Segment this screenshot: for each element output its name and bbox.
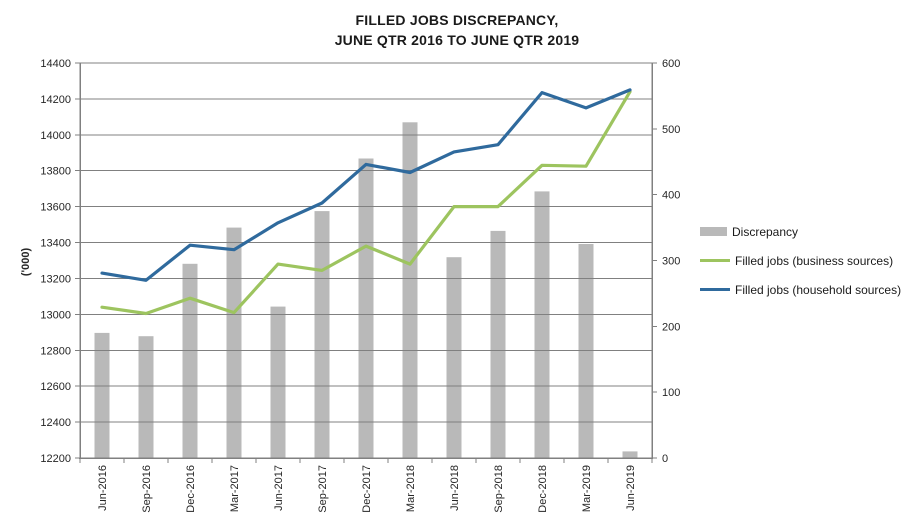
left-tick-label: 12200 — [40, 453, 71, 465]
category-label: Mar-2017 — [229, 465, 241, 512]
bar-Jun-2016 — [94, 332, 110, 458]
legend-item-business-sources: Filled jobs (business sources) — [700, 246, 901, 275]
right-tick-label: 200 — [662, 321, 680, 333]
category-label: Mar-2019 — [581, 465, 593, 512]
right-tick-label: 100 — [662, 387, 680, 399]
category-label: Sep-2018 — [493, 465, 505, 513]
left-tick-label: 13400 — [40, 238, 71, 250]
chart-title-line1: FILLED JOBS DISCREPANCY, — [355, 12, 559, 28]
category-labels: Jun-2016 Sep-2016 Dec-2016 Mar-2017 Jun-2017… — [97, 465, 637, 513]
bar-Sep-2016 — [138, 336, 154, 458]
legend-label-discrepancy: Discrepancy — [732, 224, 799, 239]
right-tick-label: 300 — [662, 256, 680, 268]
bar-Mar-2019 — [578, 244, 594, 458]
left-tick-label: 13800 — [40, 166, 71, 178]
left-tick-label: 12800 — [40, 345, 71, 357]
legend-label-household-sources: Filled jobs (household sources) — [735, 282, 902, 297]
legend: Discrepancy Filled jobs (business source… — [700, 217, 901, 304]
bar-Dec-2018 — [534, 191, 550, 458]
bar-Dec-2017 — [358, 158, 374, 458]
category-label: Jun-2016 — [97, 465, 109, 511]
legend-label-business-sources: Filled jobs (business sources) — [735, 253, 894, 268]
legend-line-swatch-business — [700, 259, 730, 262]
right-tick-label: 500 — [662, 124, 680, 136]
category-label: Jun-2017 — [273, 465, 285, 511]
chart-title-line2: JUNE QTR 2016 TO JUNE QTR 2019 — [334, 32, 580, 48]
category-label: Sep-2016 — [141, 465, 153, 513]
left-tick-label: 14400 — [40, 58, 71, 70]
right-tick-label: 600 — [662, 58, 680, 70]
bar-Dec-2016 — [182, 263, 198, 458]
left-tick-label: 14200 — [40, 94, 71, 106]
category-label: Dec-2018 — [537, 465, 549, 513]
line-series-household — [100, 88, 632, 282]
left-tick-label: 12600 — [40, 381, 71, 393]
right-tick-label: 0 — [662, 453, 668, 465]
category-label: Dec-2016 — [185, 465, 197, 513]
left-axis-title: ('000) — [20, 247, 32, 277]
left-axis-labels: 12200 12400 12600 12800 13000 13200 13400 13600… — [40, 58, 71, 465]
left-tick-label: 14000 — [40, 130, 71, 142]
axis-ticks — [75, 62, 657, 463]
bar-Jun-2019 — [622, 451, 638, 458]
legend-item-household-sources: Filled jobs (household sources) — [700, 275, 901, 304]
left-tick-label: 13600 — [40, 202, 71, 214]
category-label: Jun-2019 — [625, 465, 637, 511]
bar-series — [94, 122, 638, 459]
bar-Jun-2018 — [446, 257, 462, 458]
left-tick-label: 13200 — [40, 274, 71, 286]
category-label: Mar-2018 — [405, 465, 417, 512]
bar-Sep-2017 — [314, 211, 330, 458]
category-label: Jun-2018 — [449, 465, 461, 511]
category-label: Sep-2017 — [317, 465, 329, 513]
left-tick-label: 13000 — [40, 309, 71, 321]
line-series-business — [100, 90, 632, 316]
category-label: Dec-2017 — [361, 465, 373, 513]
bar-Jun-2017 — [270, 306, 286, 458]
right-axis-labels: 0 100 200 300 400 500 600 — [662, 58, 680, 465]
chart-title: FILLED JOBS DISCREPANCY, JUNE QTR 2016 T… — [0, 10, 914, 50]
left-tick-label: 12400 — [40, 417, 71, 429]
bar-Sep-2018 — [490, 230, 506, 458]
bar-Mar-2017 — [226, 227, 242, 458]
legend-line-swatch-household — [700, 288, 730, 291]
legend-bar-swatch — [700, 227, 727, 236]
right-tick-label: 400 — [662, 190, 680, 202]
legend-item-discrepancy: Discrepancy — [700, 217, 901, 246]
